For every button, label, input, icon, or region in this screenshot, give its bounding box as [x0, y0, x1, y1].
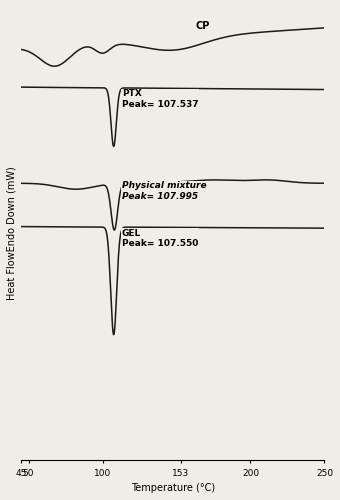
Y-axis label: Heat FlowEndo Down (mW): Heat FlowEndo Down (mW) — [7, 166, 17, 300]
X-axis label: Temperature (°C): Temperature (°C) — [131, 483, 215, 493]
Text: PTX
Peak= 107.537: PTX Peak= 107.537 — [122, 89, 198, 108]
Text: CP: CP — [196, 22, 210, 32]
Text: GEL
Peak= 107.550: GEL Peak= 107.550 — [122, 228, 198, 248]
Text: Physical mixture
Peak= 107.995: Physical mixture Peak= 107.995 — [122, 182, 206, 201]
